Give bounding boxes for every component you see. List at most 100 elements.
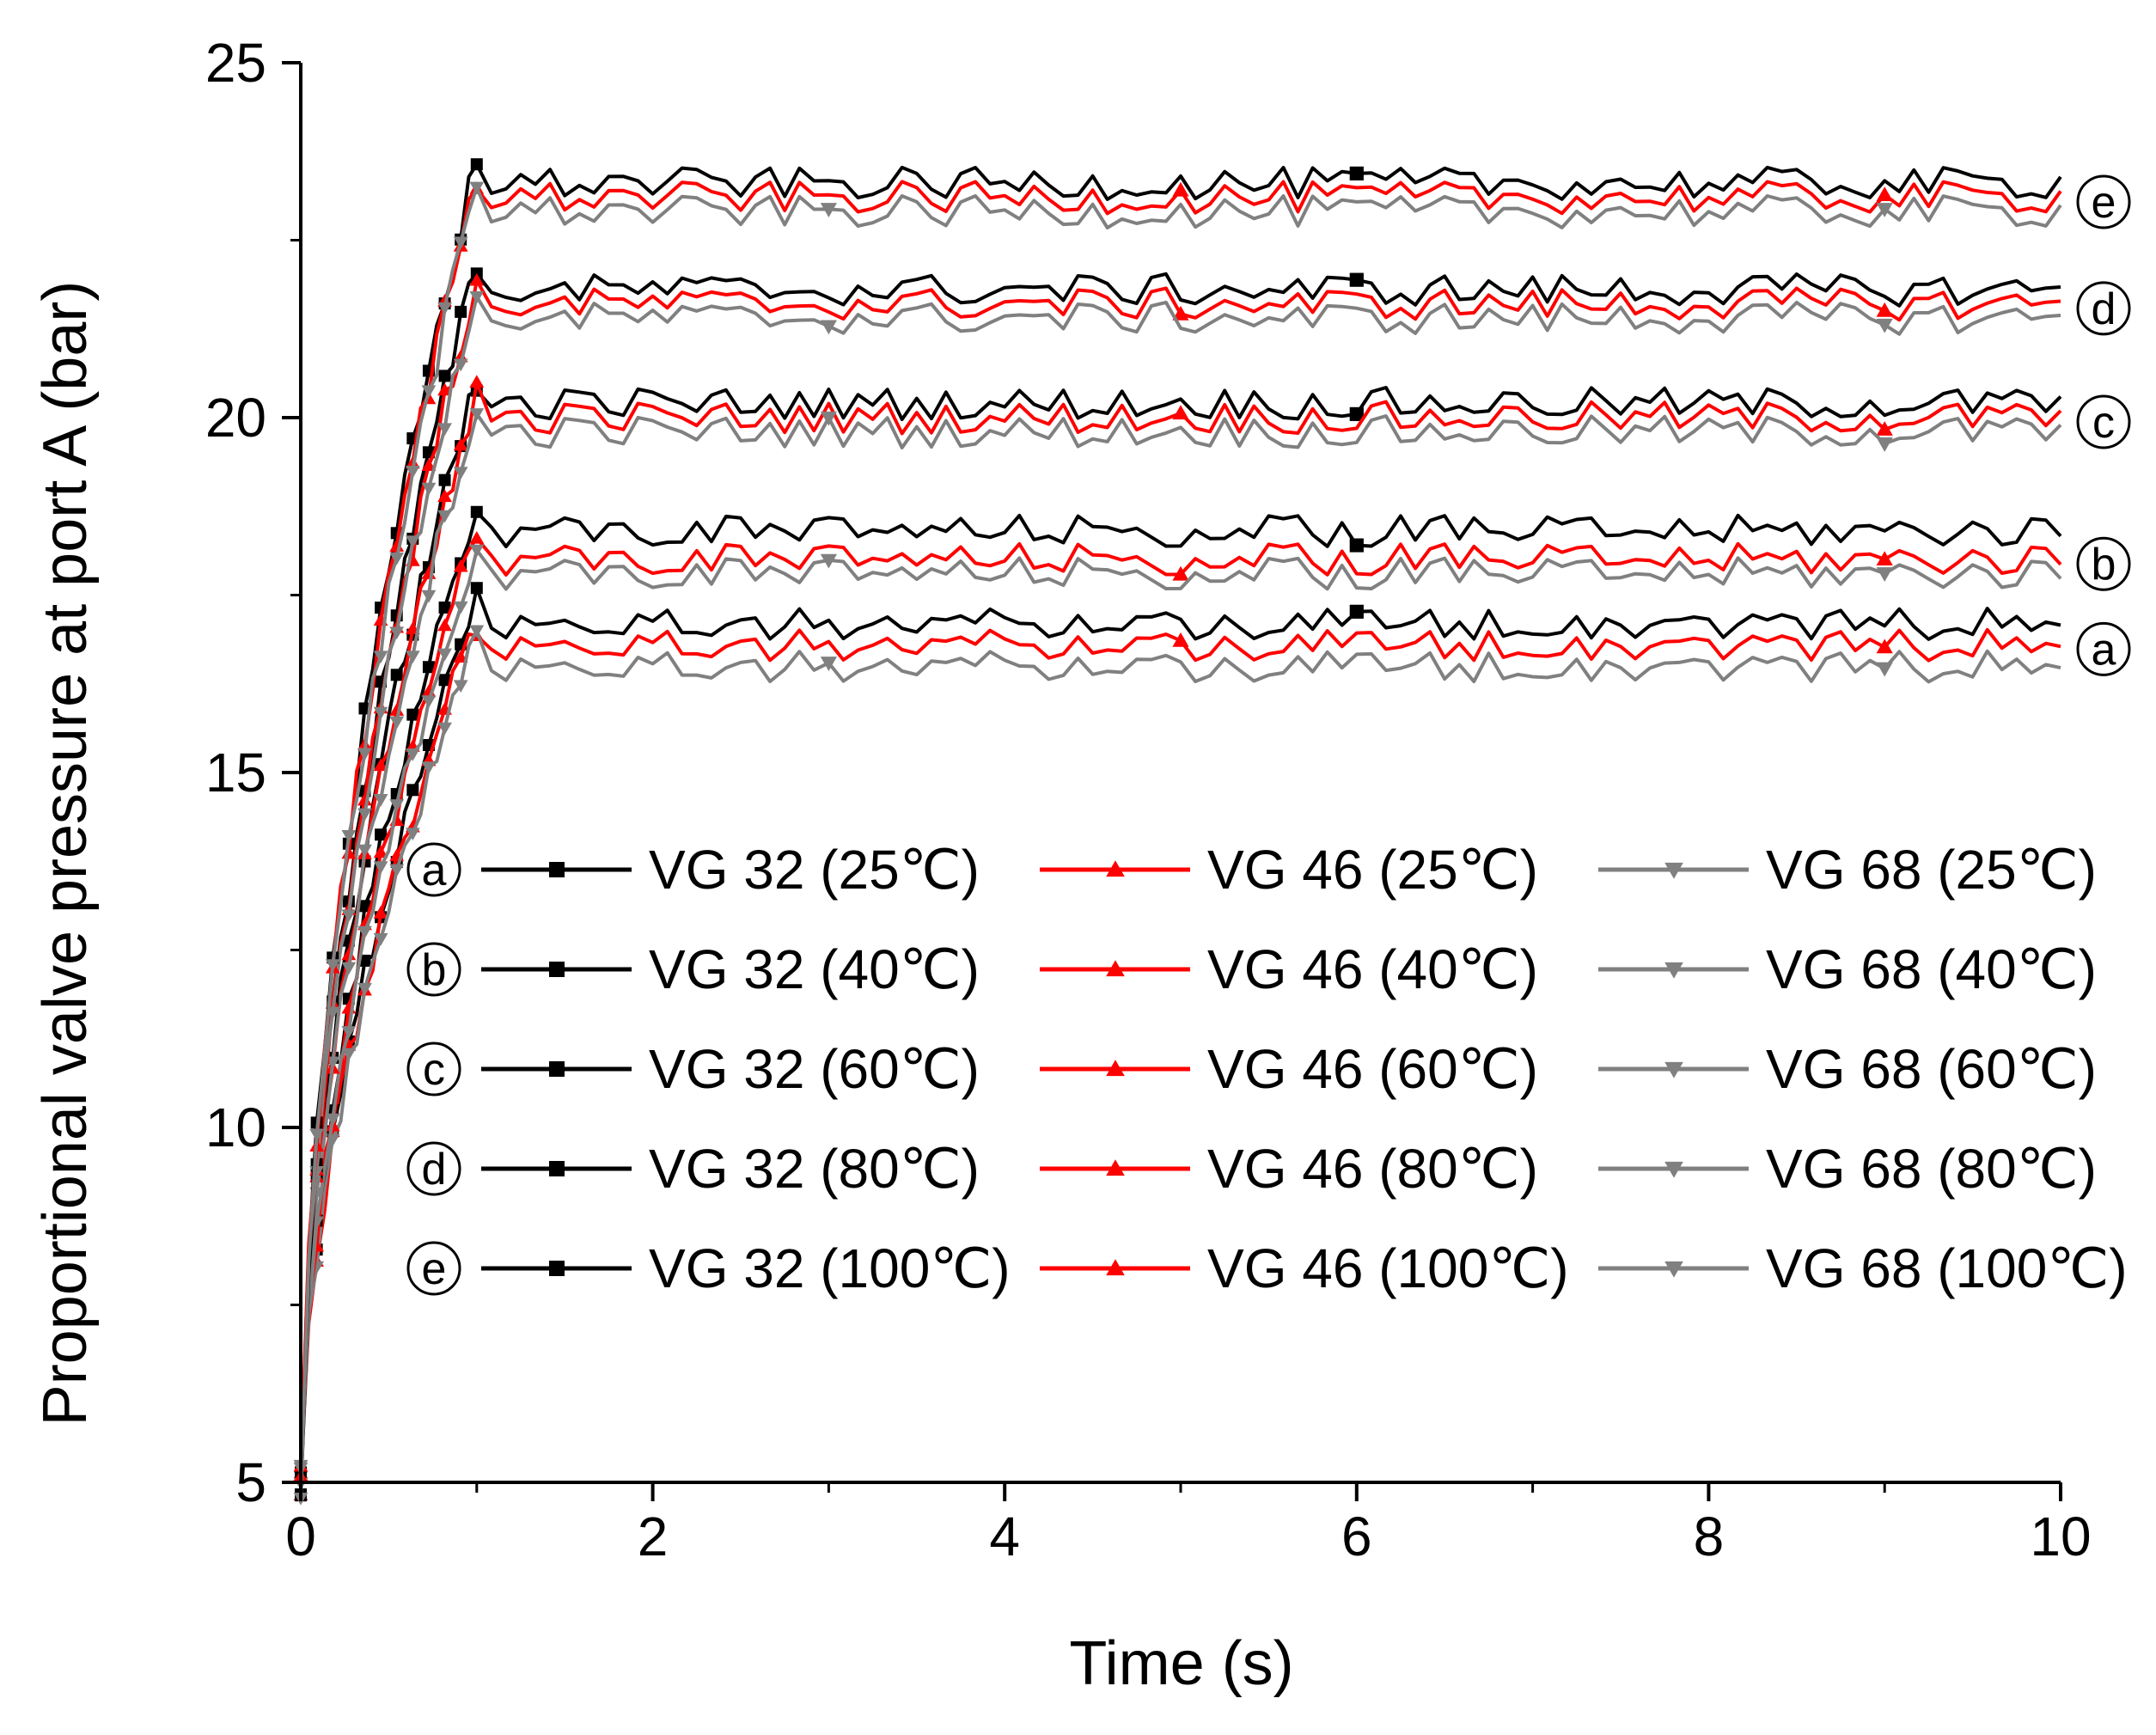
curve-label-c: c [2092, 398, 2115, 448]
series-point-b-vg68 [820, 553, 837, 569]
series-point-c-vg68 [357, 844, 372, 858]
series-point-d-vg68 [453, 358, 468, 372]
series-point-b-vg68 [421, 695, 437, 708]
legend-label-circle-c [406, 1042, 461, 1097]
series-line-b-vg46 [299, 536, 2062, 1474]
legend-marker-e-vg68 [1664, 1261, 1683, 1278]
legend-marker-d-vg46 [1106, 1159, 1125, 1176]
series-point-a-vg68 [421, 761, 437, 774]
series-point-c-vg68 [421, 590, 437, 603]
series-point-e-vg32 [470, 158, 483, 171]
y-tick-label: 15 [205, 742, 266, 803]
x-axis-title: Time (s) [1069, 1629, 1293, 1698]
legend-entry-c-vg46: VG 46 (60℃) [1207, 1038, 1538, 1100]
legend-marker-a-vg46 [1106, 860, 1125, 877]
legend-marker-d-vg32 [549, 1161, 565, 1176]
series-point-e-vg68 [373, 651, 388, 664]
y-tick-label: 10 [205, 1097, 266, 1158]
series-point-a-vg68 [405, 828, 420, 841]
series-point-b-vg46 [453, 559, 468, 572]
series-point-a-vg68 [820, 657, 837, 671]
series-point-b-vg68 [373, 861, 388, 875]
series-line-b-vg68 [299, 548, 2062, 1466]
x-tick-label: 10 [2030, 1506, 2091, 1567]
series-point-d-vg46 [421, 458, 437, 471]
series-point-a-vg32 [406, 784, 419, 797]
legend-entry-b-vg46: VG 46 (40℃) [1207, 938, 1538, 1000]
legend-entry-d-vg32: VG 32 (80℃) [649, 1138, 980, 1200]
series-point-d-vg68 [1876, 318, 1893, 333]
series-point-a-vg32 [470, 582, 483, 595]
x-tick-label: 4 [989, 1506, 1020, 1567]
series-point-b-vg32 [422, 661, 435, 674]
legend-entry-c-vg32: VG 32 (60℃) [649, 1038, 980, 1100]
legend-marker-c-vg68 [1664, 1061, 1683, 1078]
series-point-e-vg68 [325, 959, 340, 973]
series-point-d-vg68 [373, 706, 388, 720]
legend-entry-a-vg32: VG 32 (25℃) [649, 839, 980, 901]
legend-marker-e-vg32 [549, 1261, 565, 1276]
series-point-e-vg68 [1876, 203, 1893, 217]
series-line-c-vg46 [299, 380, 2062, 1467]
legend-label-circle-b [406, 942, 461, 997]
y-axis-title: Proportional valve pressure at port A (b… [31, 281, 100, 1426]
series-point-b-vg32 [375, 828, 388, 841]
series-line-b-vg32 [299, 510, 2062, 1495]
series-point-b-vg46 [1172, 565, 1189, 581]
legend-entry-e-vg32: VG 32 (100℃) [649, 1237, 1011, 1299]
legend-label-d: d [422, 1145, 447, 1194]
legend-label-circle-e [406, 1241, 461, 1296]
series-point-e-vg46 [1876, 186, 1893, 201]
series-point-c-vg32 [390, 669, 403, 681]
legend-marker-b-vg68 [1664, 962, 1683, 979]
series-point-a-vg32 [1349, 604, 1364, 619]
series-point-d-vg68 [405, 535, 420, 548]
x-tick-label: 8 [1694, 1506, 1725, 1567]
series-point-d-vg32 [1349, 272, 1364, 287]
series-point-d-vg68 [341, 909, 357, 923]
series-point-b-vg68 [469, 544, 485, 558]
curve-label-d: d [2092, 284, 2116, 334]
legend-entry-a-vg46: VG 46 (25℃) [1207, 839, 1538, 901]
series-point-c-vg68 [341, 962, 357, 975]
series-point-b-vg46 [373, 845, 388, 858]
series-point-c-vg46 [437, 489, 452, 503]
legend-marker-c-vg32 [549, 1061, 565, 1077]
curve-label-circle-e [2076, 174, 2131, 229]
series-point-a-vg68 [389, 864, 405, 877]
legend-entry-b-vg68: VG 68 (40℃) [1766, 938, 2097, 1000]
series-point-b-vg32 [438, 602, 451, 614]
series-point-a-vg68 [453, 680, 468, 693]
legend-entry-d-vg46: VG 46 (80℃) [1207, 1138, 1538, 1200]
series-line-e-vg68 [299, 186, 2062, 1499]
series-point-b-vg68 [405, 748, 420, 761]
curve-label-circle-b [2076, 536, 2131, 591]
legend-marker-b-vg46 [1106, 960, 1125, 977]
series-point-c-vg68 [405, 651, 420, 663]
series-point-c-vg68 [437, 510, 452, 523]
series-point-c-vg46 [373, 758, 388, 772]
series-line-c-vg68 [299, 412, 2062, 1484]
series-point-a-vg68 [469, 625, 485, 638]
legend-entry-b-vg32: VG 32 (40℃) [649, 938, 980, 1000]
series-point-c-vg68 [389, 716, 405, 730]
series-point-e-vg68 [453, 236, 468, 250]
series-point-e-vg68 [389, 552, 405, 565]
series-point-d-vg32 [455, 305, 467, 318]
series-line-a-vg68 [299, 628, 2061, 1477]
series-point-c-vg32 [438, 473, 451, 486]
y-tick-label: 25 [205, 32, 266, 94]
legend-entry-c-vg68: VG 68 (60℃) [1766, 1038, 2097, 1100]
series-point-e-vg68 [309, 1128, 325, 1142]
series-point-b-vg68 [453, 601, 468, 614]
series-point-e-vg68 [421, 385, 437, 399]
series-point-a-vg68 [357, 982, 372, 996]
legend-label-e: e [422, 1244, 447, 1294]
series-point-d-vg46 [1172, 305, 1189, 321]
legend-label-circle-a [406, 842, 461, 897]
series-point-c-vg46 [453, 437, 468, 451]
series-point-e-vg68 [820, 203, 837, 217]
series-point-b-vg32 [406, 708, 419, 721]
series-point-d-vg46 [469, 272, 485, 286]
series-point-e-vg68 [405, 465, 420, 479]
